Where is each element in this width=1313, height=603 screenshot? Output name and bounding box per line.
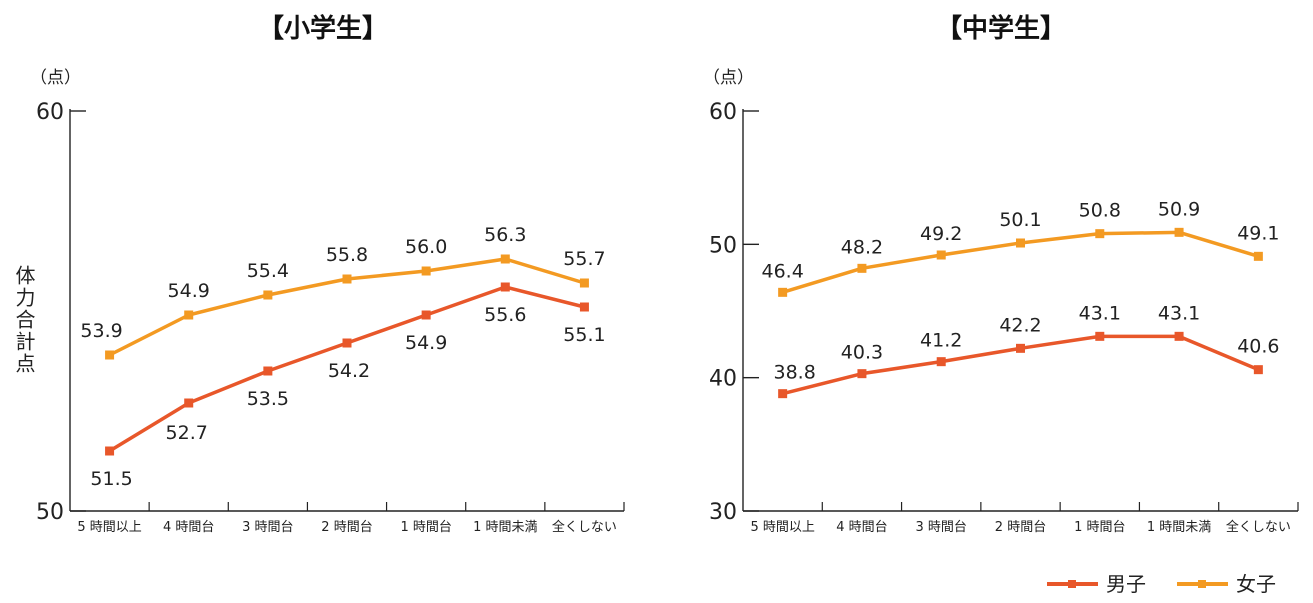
y-axis-label-elementary: 体力合計点 — [12, 265, 36, 375]
data-label: 38.8 — [773, 362, 815, 384]
axes-elementary: 50 60 5 時間以上 4 時間台 3 時間台 2 時間台 1 時間台 1 時間未満 全くしな… — [36, 100, 625, 535]
y-tick-label: 50 — [709, 233, 737, 258]
data-label: 49.2 — [920, 223, 962, 245]
x-tick-label: 2 時間台 — [995, 520, 1046, 535]
data-label: 52.7 — [166, 422, 208, 444]
series-boys-elementary: 51.5 52.7 53.5 54.2 54.9 55.6 55.1 — [90, 282, 606, 490]
series-girls-elementary: 53.9 54.9 55.4 55.8 56.0 56.3 55.7 — [80, 224, 606, 360]
legend-item-girls: 女子 — [1177, 572, 1276, 596]
data-point — [1253, 365, 1263, 375]
data-point — [778, 389, 788, 399]
legend-item-boys: 男子 — [1047, 572, 1146, 596]
data-label: 40.3 — [841, 342, 883, 364]
chart-title-junior-high: 【中学生】 — [936, 13, 1066, 44]
data-point — [342, 338, 352, 348]
y-tick-label: 40 — [709, 367, 737, 392]
x-tick-label: 4 時間台 — [163, 520, 214, 535]
x-tick-label: 4 時間台 — [836, 520, 887, 535]
data-point — [263, 366, 273, 376]
x-tick-label: 1 時間台 — [1074, 520, 1125, 535]
x-tick-label: 5 時間以上 — [750, 520, 814, 535]
legend-label-boys: 男子 — [1106, 572, 1146, 596]
data-point — [857, 263, 867, 273]
data-label: 40.6 — [1237, 336, 1279, 358]
data-point — [1253, 251, 1263, 261]
data-label: 53.9 — [80, 320, 122, 342]
data-label: 55.8 — [326, 244, 368, 266]
data-label: 48.2 — [841, 236, 883, 258]
data-label: 54.9 — [405, 332, 447, 354]
data-point — [936, 357, 946, 367]
data-point — [342, 274, 352, 284]
data-label: 49.1 — [1237, 222, 1279, 244]
data-label: 50.1 — [999, 209, 1041, 231]
x-tick-label: 1 時間未満 — [473, 520, 537, 535]
data-point — [579, 278, 589, 288]
data-point — [105, 446, 115, 456]
x-tick-label: 1 時間未満 — [1147, 520, 1211, 535]
data-label: 43.1 — [1079, 302, 1121, 324]
data-label: 55.4 — [247, 260, 289, 282]
data-point — [500, 282, 510, 292]
data-point — [778, 287, 788, 297]
data-point — [421, 266, 431, 276]
x-tick-label: 5 時間以上 — [77, 520, 141, 535]
y-tick-label: 30 — [709, 500, 737, 525]
data-point — [1095, 229, 1105, 239]
data-point — [936, 250, 946, 260]
x-tick-label: 3 時間台 — [916, 520, 967, 535]
legend-marker-boys — [1068, 580, 1076, 588]
data-point — [184, 310, 194, 320]
data-label: 51.5 — [90, 468, 132, 490]
unit-label-elementary: （点） — [30, 68, 81, 88]
y-tick-label: 60 — [709, 100, 737, 125]
data-point — [1174, 227, 1184, 237]
plot-junior-high: 30 40 50 60 5 時間以上 4 時間台 3 時間台 2 時間台 1 時間台 1 時間未満… — [709, 100, 1299, 535]
data-label: 53.5 — [247, 388, 289, 410]
data-point — [857, 369, 867, 379]
data-point — [1174, 331, 1184, 341]
x-tick-label: 3 時間台 — [242, 520, 293, 535]
data-label: 56.3 — [484, 224, 526, 246]
data-point — [421, 310, 431, 320]
data-label: 55.1 — [563, 324, 605, 346]
data-label: 42.2 — [999, 314, 1041, 336]
data-point — [1016, 343, 1025, 353]
x-tick-label: 全くしない — [1226, 519, 1291, 535]
data-label: 55.6 — [484, 304, 526, 326]
legend-label-girls: 女子 — [1236, 572, 1276, 596]
unit-label-junior-high: （点） — [703, 68, 754, 88]
data-label: 50.8 — [1079, 200, 1121, 222]
data-label: 55.7 — [563, 248, 605, 270]
data-label: 56.0 — [405, 236, 447, 258]
data-point — [184, 398, 194, 408]
x-tick-label: 1 時間台 — [400, 520, 451, 535]
x-tick-label: 全くしない — [552, 519, 617, 535]
axes-junior-high: 30 40 50 60 5 時間以上 4 時間台 3 時間台 2 時間台 1 時間台 1 時間未満… — [709, 100, 1299, 535]
data-point — [263, 290, 273, 300]
data-point — [105, 350, 115, 360]
legend-marker-girls — [1198, 580, 1206, 588]
series-girls-junior-high: 46.4 48.2 49.2 50.1 50.8 50.9 49.1 — [761, 198, 1280, 297]
data-label: 50.9 — [1158, 198, 1200, 220]
plot-elementary: 50 60 5 時間以上 4 時間台 3 時間台 2 時間台 1 時間台 1 時間未満 全くしな… — [36, 100, 625, 535]
y-tick-label: 60 — [36, 100, 64, 125]
data-label: 41.2 — [920, 330, 962, 352]
data-label: 54.9 — [168, 280, 210, 302]
data-label: 54.2 — [328, 360, 370, 382]
series-boys-junior-high: 38.8 40.3 41.2 42.2 43.1 43.1 40.6 — [773, 302, 1280, 399]
y-tick-label: 50 — [36, 500, 64, 525]
data-label: 46.4 — [761, 260, 803, 282]
legend: 男子 女子 — [1047, 572, 1276, 596]
data-label: 43.1 — [1158, 302, 1200, 324]
data-point — [579, 302, 589, 312]
data-point — [500, 254, 510, 264]
data-point — [1016, 238, 1025, 248]
chart-title-elementary: 【小学生】 — [258, 13, 388, 44]
x-tick-label: 2 時間台 — [321, 520, 372, 535]
data-point — [1095, 331, 1105, 341]
